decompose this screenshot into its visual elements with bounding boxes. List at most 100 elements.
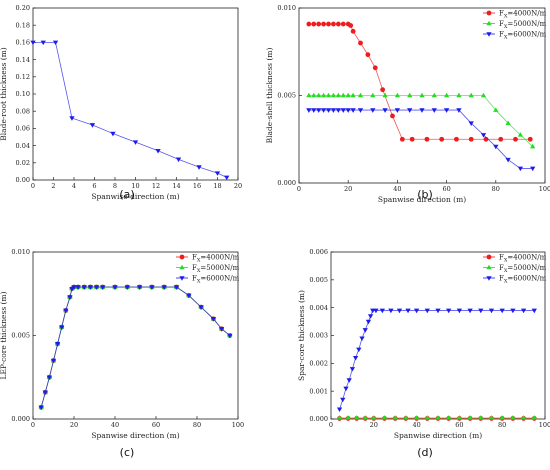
data-point <box>372 65 378 71</box>
legend-marker <box>179 264 185 270</box>
data-point <box>405 308 411 314</box>
x-tick-label: 100 <box>539 185 550 193</box>
data-point <box>493 107 499 112</box>
data-point <box>520 415 527 420</box>
x-tick-label: 0 <box>297 185 301 193</box>
y-tick-label: 0.005 <box>309 276 328 284</box>
data-point <box>419 92 425 98</box>
panel-label: (c) <box>120 446 135 459</box>
y-tick-label: 0.08 <box>16 107 30 115</box>
series-0 <box>30 40 230 181</box>
y-tick-label: 0.003 <box>309 332 328 340</box>
series-1 <box>336 415 537 420</box>
data-point <box>136 285 143 290</box>
y-tick-label: 0.005 <box>277 92 296 100</box>
data-point <box>382 92 388 98</box>
data-point <box>93 285 100 290</box>
data-point <box>67 295 73 300</box>
data-point <box>340 92 346 98</box>
data-point <box>340 108 346 113</box>
data-point <box>493 144 499 150</box>
x-tick-label: 60 <box>152 421 160 429</box>
y-tick-label: 0.004 <box>309 304 328 312</box>
data-point <box>456 108 462 113</box>
data-point <box>510 415 516 420</box>
data-point <box>354 415 360 420</box>
data-point <box>335 21 341 27</box>
data-point <box>348 23 354 28</box>
data-point <box>531 415 537 420</box>
data-point <box>42 390 48 396</box>
chart-panel-b: 0 20 40 60 80 100 0.000 0.005 0.010 Spanwise dire… <box>265 4 550 204</box>
y-tick-label: 0.001 <box>309 387 328 395</box>
x-tick-label: 20 <box>70 421 78 429</box>
data-point <box>488 415 495 420</box>
y-tick-label: 0.14 <box>16 56 30 64</box>
data-point <box>390 113 395 119</box>
y-tick-label: 0.06 <box>16 125 30 133</box>
data-point <box>346 378 352 383</box>
data-point <box>357 92 364 98</box>
legend-entry: FX=4000N/m <box>192 254 240 264</box>
y-tick-label: 0.000 <box>11 415 30 423</box>
data-point <box>370 108 376 113</box>
legend-entry: FX=6000N/m <box>192 275 240 285</box>
y-tick-label: 0.20 <box>16 4 30 12</box>
data-point <box>38 405 44 411</box>
legend-entry: FX=5000N/m <box>192 264 240 274</box>
data-point <box>350 92 356 98</box>
x-tick-label: 4 <box>72 182 76 190</box>
data-point <box>316 21 322 27</box>
data-point <box>336 407 343 413</box>
data-point <box>365 52 371 58</box>
data-point <box>499 415 505 420</box>
data-point <box>367 314 374 319</box>
data-point <box>480 133 487 138</box>
data-point <box>175 157 182 163</box>
legend-entry: FX=4000N/m <box>499 254 547 264</box>
data-point <box>381 415 388 420</box>
data-point <box>517 166 524 172</box>
series-2 <box>306 108 536 172</box>
y-tick-label: 0.002 <box>309 360 328 368</box>
data-point <box>335 108 341 113</box>
data-point <box>388 308 394 314</box>
x-tick-label: 60 <box>442 185 450 193</box>
data-point <box>478 308 484 314</box>
legend: FX=4000N/mFX=5000N/mFX=6000N/m <box>483 254 547 285</box>
data-point <box>326 21 331 27</box>
data-point <box>30 40 36 46</box>
data-point <box>409 136 415 142</box>
data-point <box>110 131 116 137</box>
data-point <box>510 308 516 314</box>
data-point <box>467 415 473 420</box>
data-point <box>478 415 484 420</box>
y-tick-label: 0.000 <box>277 179 296 187</box>
data-point <box>340 21 346 27</box>
data-point <box>373 308 379 314</box>
data-point <box>431 92 437 98</box>
data-point <box>358 40 363 46</box>
data-point <box>407 92 413 98</box>
data-point <box>403 415 409 420</box>
data-point <box>424 136 430 142</box>
data-point <box>362 328 368 333</box>
data-point <box>468 121 474 126</box>
plot-frame <box>32 7 239 181</box>
legend-marker <box>486 254 492 260</box>
data-point <box>431 108 437 113</box>
data-point <box>330 92 337 98</box>
series-line <box>33 42 227 178</box>
data-point <box>517 132 524 137</box>
series-2 <box>336 308 537 413</box>
data-point <box>356 347 362 353</box>
data-point <box>382 108 388 113</box>
data-point <box>173 285 180 290</box>
x-tick-label: 80 <box>498 421 506 429</box>
data-point <box>149 285 155 290</box>
data-point <box>520 308 527 314</box>
data-point <box>316 108 322 113</box>
x-tick-label: 80 <box>492 185 500 193</box>
x-tick-label: 0 <box>329 421 333 429</box>
